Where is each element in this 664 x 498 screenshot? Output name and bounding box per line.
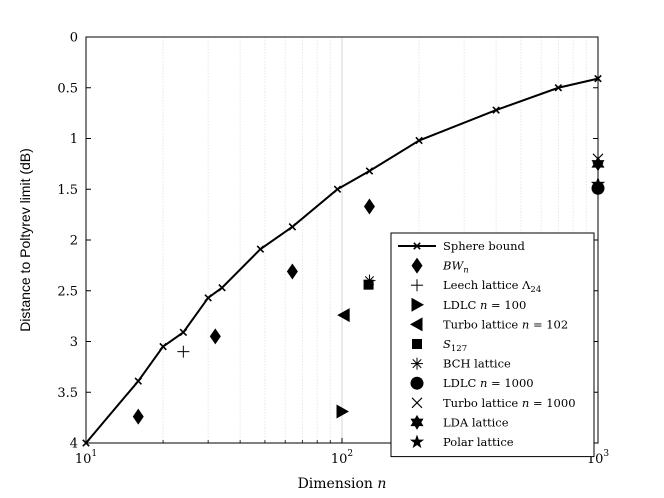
legend-entry: BCH lattice [443, 357, 511, 371]
sphere-bound-point [134, 377, 143, 385]
legend-marker [411, 297, 424, 312]
point-pentagram [590, 176, 606, 191]
point-diamond [209, 328, 221, 345]
sphere-bound-point [218, 283, 226, 292]
point-hexagram [591, 156, 605, 172]
point-triangle-right [336, 404, 349, 419]
legend: Sphere bound BWn Leech lattice Λ24 LDLC n =… [390, 232, 595, 458]
sphere-bound-point [288, 223, 297, 231]
sphere-bound-point [256, 245, 265, 253]
point-diamond [363, 198, 375, 215]
legend-entry: Leech lattice Λ24 [443, 278, 541, 295]
legend-marker [410, 376, 424, 390]
sphere-bound-point [159, 342, 167, 351]
y-tick-label: 2.5 [57, 284, 78, 299]
data-points [132, 153, 606, 425]
sphere-bound-point [179, 328, 188, 337]
x-tick-label: 102 [331, 449, 353, 467]
legend-entry: LDLC n = 100 [443, 298, 526, 312]
legend-marker [411, 279, 423, 292]
point-plus [177, 345, 190, 358]
point-diamond [286, 263, 298, 280]
legend-box [390, 232, 595, 458]
legend-marker [413, 242, 421, 250]
point-asterisk [363, 274, 376, 287]
point-circle [591, 181, 605, 195]
legend-entry: Polar lattice [443, 435, 514, 449]
y-tick-label: 4 [70, 437, 78, 452]
legend-entry: LDLC n = 1000 [443, 376, 534, 390]
legend-entry: Sphere bound [443, 239, 526, 253]
legend-marker [411, 257, 423, 274]
sphere-bound-point [333, 185, 342, 194]
legend-marker [410, 317, 423, 332]
point-square [363, 279, 374, 290]
sphere-bound-point [82, 439, 90, 447]
y-axis-label: Distance to Poltyrev limit (dB) [17, 148, 33, 332]
legend-entry: BWn [442, 259, 469, 276]
legend-entry: S127 [443, 337, 467, 354]
sphere-bound-point [204, 294, 212, 302]
legend-entry: Turbo lattice n = 1000 [443, 396, 576, 410]
legend-entry: Turbo lattice n = 102 [443, 317, 568, 331]
y-tick-label: 1 [70, 132, 78, 147]
y-tick-label: 2 [70, 234, 78, 249]
point-triangle-left [337, 308, 350, 323]
y-tick-label: 0.5 [57, 81, 78, 96]
sphere-bound-series [82, 74, 602, 447]
sphere-bound-point [554, 83, 563, 92]
y-tick-label: 3.5 [57, 386, 78, 401]
y-tick-label: 1.5 [57, 183, 78, 198]
x-axis-label: Dimension n [298, 476, 387, 492]
legend-marker [411, 357, 423, 370]
point-diamond [132, 408, 144, 425]
grid [162, 37, 587, 443]
legend-marker [412, 339, 422, 349]
legend-marker [411, 397, 423, 409]
sphere-bound-point [492, 106, 500, 114]
legend-marker [409, 434, 425, 449]
legend-entry: LDA lattice [443, 415, 509, 429]
sphere-bound-point [594, 74, 602, 83]
sphere-bound-point [415, 136, 423, 145]
y-tick-label: 0 [70, 31, 78, 46]
sphere-bound-point [365, 167, 374, 175]
legend-marker [410, 414, 424, 430]
y-tick-label: 3 [70, 335, 78, 350]
x-tick-label: 101 [75, 449, 97, 467]
